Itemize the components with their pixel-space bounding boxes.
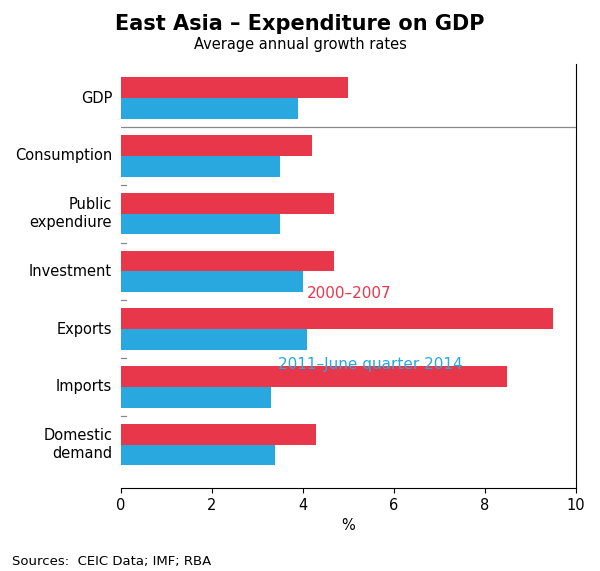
Text: 2000–2007: 2000–2007 [307,286,392,301]
X-axis label: %: % [341,518,355,533]
Bar [121,445,275,465]
Bar [121,366,508,387]
Bar [121,193,334,214]
Bar [121,387,271,408]
Bar [121,156,280,176]
Bar [121,424,316,445]
Text: Average annual growth rates: Average annual growth rates [194,37,406,52]
Bar [121,214,280,235]
Text: Sources:  CEIC Data; IMF; RBA: Sources: CEIC Data; IMF; RBA [12,555,211,568]
Text: East Asia – Expenditure on GDP: East Asia – Expenditure on GDP [115,14,485,34]
Bar [121,271,302,292]
Bar [121,135,312,156]
Text: 2011–June quarter 2014: 2011–June quarter 2014 [278,357,462,372]
Bar [121,251,334,271]
Bar [121,308,553,329]
Bar [121,78,348,98]
Bar [121,329,307,350]
Bar [121,98,298,119]
